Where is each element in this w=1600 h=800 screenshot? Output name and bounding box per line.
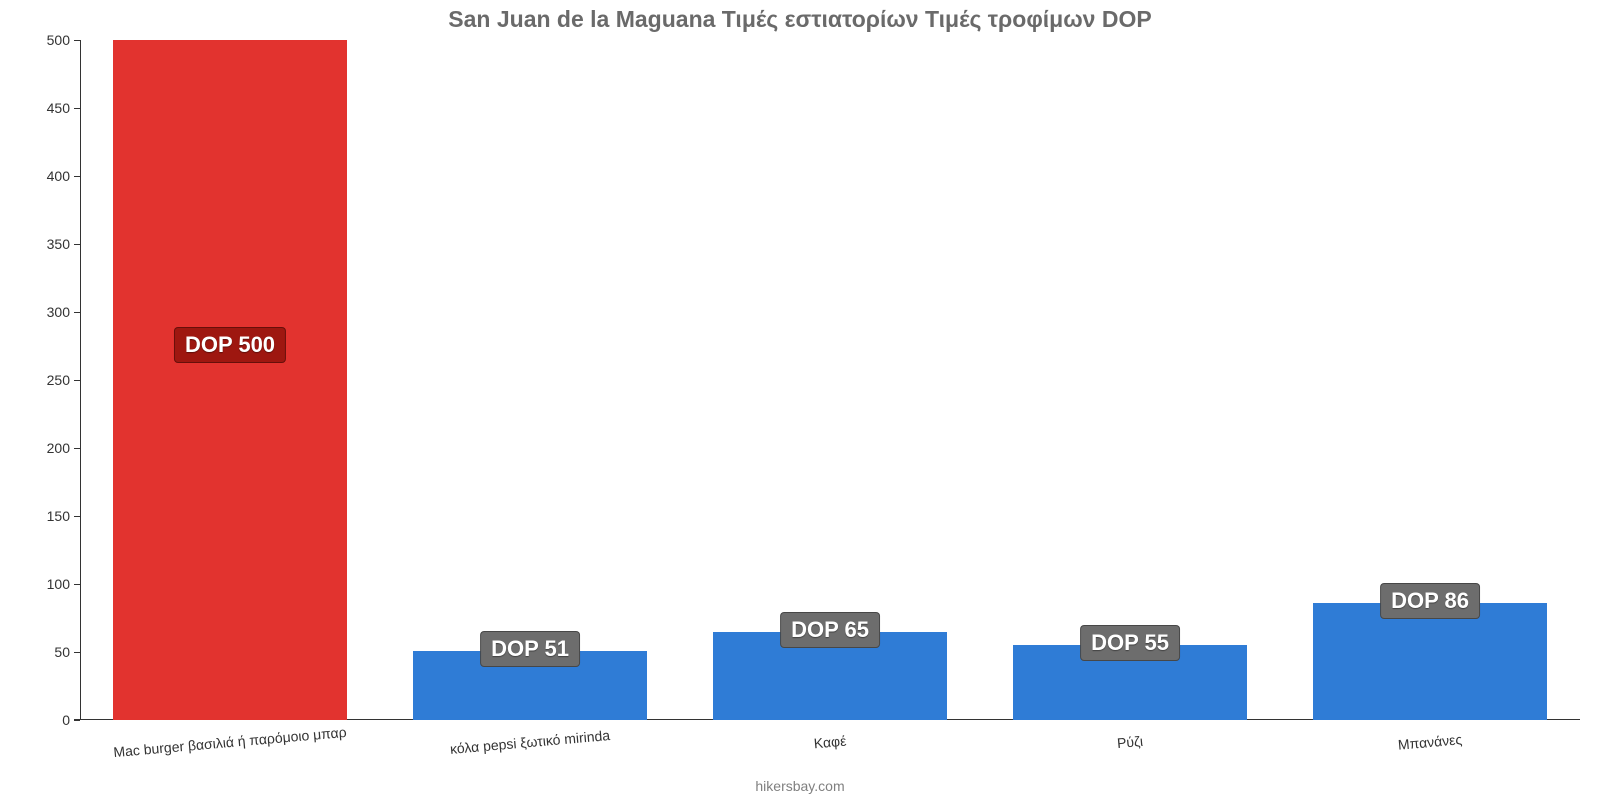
attribution-text: hikersbay.com: [0, 778, 1600, 794]
y-tick-mark: [74, 516, 80, 517]
value-badge: DOP 86: [1380, 583, 1480, 619]
y-tick-mark: [74, 380, 80, 381]
y-tick-mark: [74, 40, 80, 41]
y-tick-label: 150: [10, 508, 70, 524]
y-tick-mark: [74, 176, 80, 177]
category-label: Mac burger βασιλιά ή παρόμοιο μπαρ: [113, 724, 347, 760]
y-tick-mark: [74, 584, 80, 585]
y-tick-label: 250: [10, 372, 70, 388]
chart-title: San Juan de la Maguana Τιμές εστιατορίων…: [0, 6, 1600, 33]
y-tick-mark: [74, 108, 80, 109]
y-axis-line: [80, 40, 81, 720]
y-tick-mark: [74, 448, 80, 449]
y-tick-label: 500: [10, 32, 70, 48]
y-tick-label: 400: [10, 168, 70, 184]
value-badge: DOP 65: [780, 612, 880, 648]
category-label: κόλα pepsi ξωτικό mirinda: [449, 727, 610, 757]
y-tick-mark: [74, 652, 80, 653]
value-badge: DOP 51: [480, 631, 580, 667]
category-label: Μπανάνες: [1397, 731, 1462, 753]
value-badge: DOP 55: [1080, 625, 1180, 661]
category-label: Καφέ: [813, 733, 847, 752]
price-bar-chart: San Juan de la Maguana Τιμές εστιατορίων…: [0, 0, 1600, 800]
y-tick-label: 300: [10, 304, 70, 320]
y-tick-label: 450: [10, 100, 70, 116]
y-tick-mark: [74, 312, 80, 313]
price-bar: [1313, 603, 1547, 720]
y-tick-label: 200: [10, 440, 70, 456]
y-tick-label: 50: [10, 644, 70, 660]
value-badge: DOP 500: [174, 327, 286, 363]
y-tick-label: 350: [10, 236, 70, 252]
y-tick-label: 100: [10, 576, 70, 592]
y-tick-mark: [74, 720, 80, 721]
y-tick-mark: [74, 244, 80, 245]
plot-area: 050100150200250300350400450500Mac burger…: [80, 40, 1580, 720]
price-bar: [113, 40, 347, 720]
category-label: Ρύζι: [1116, 733, 1143, 751]
y-tick-label: 0: [10, 712, 70, 728]
